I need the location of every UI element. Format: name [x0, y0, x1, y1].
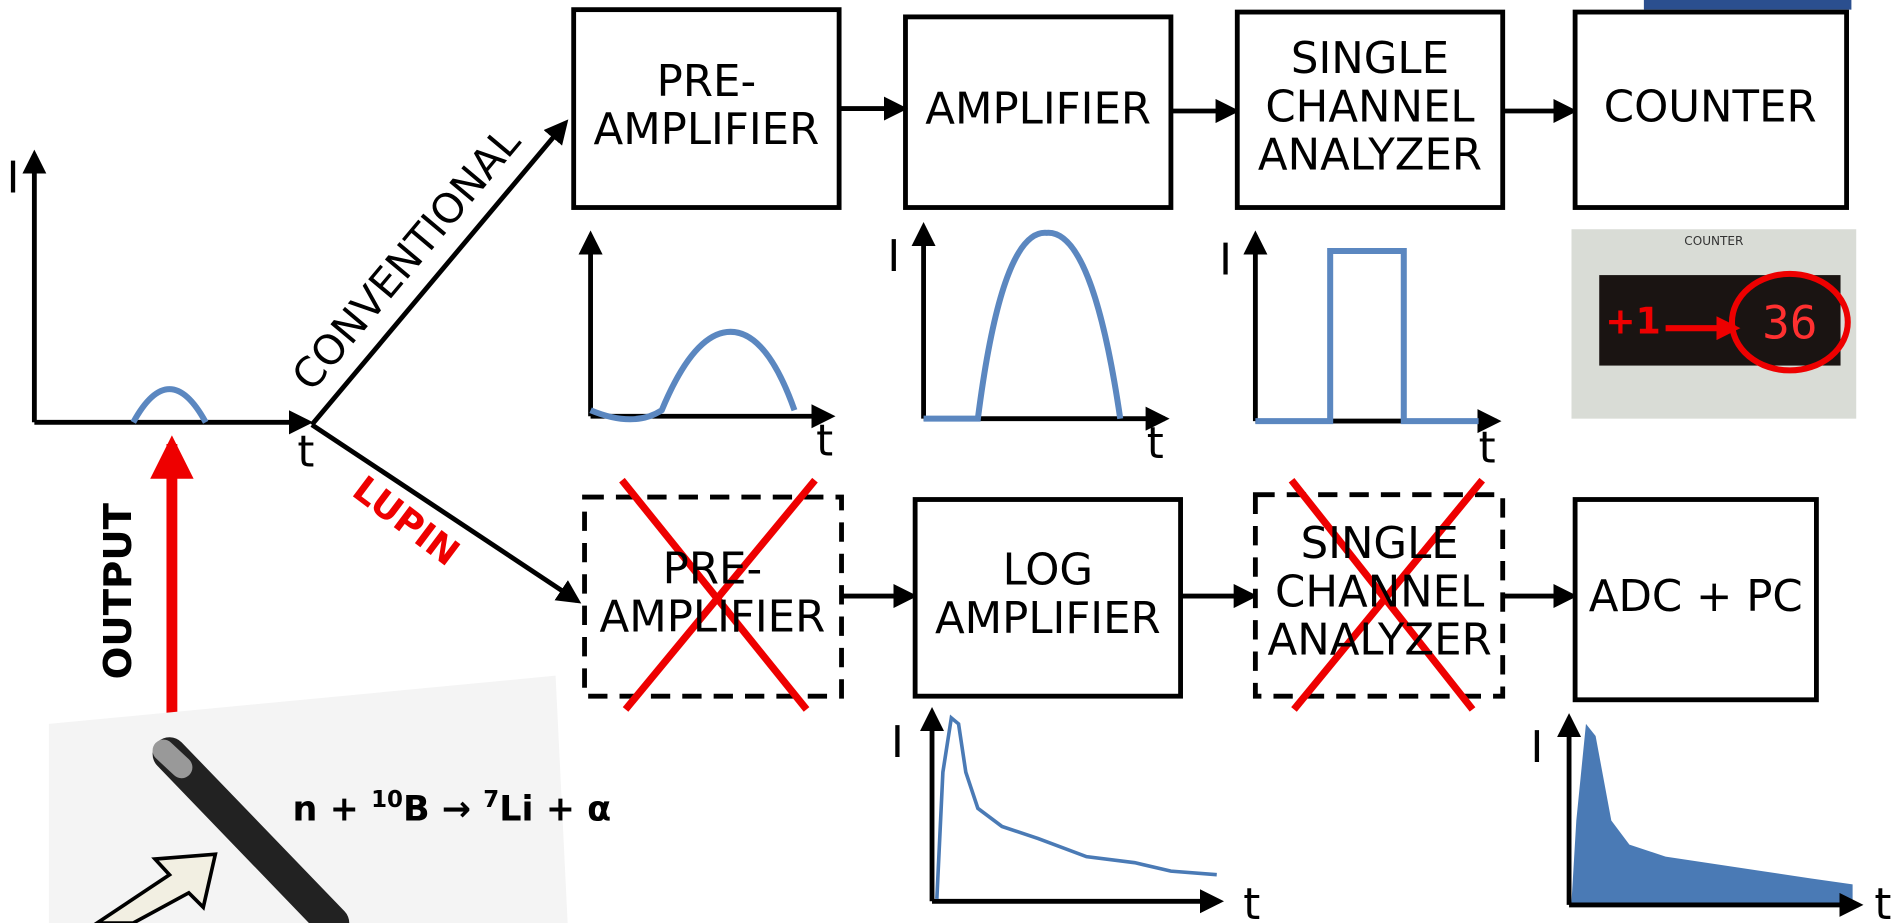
counter-photo — [1571, 229, 1857, 419]
axis-label: t — [816, 417, 833, 467]
block-label: ADC + PC — [1589, 572, 1803, 622]
block-label: PRE- — [657, 57, 756, 107]
adc-plot — [1557, 713, 1864, 917]
detector — [152, 737, 350, 923]
axis-label: I — [7, 153, 20, 203]
axis-label: t — [1243, 880, 1260, 923]
reaction-part: 10 — [371, 787, 403, 813]
reaction-part: n + — [293, 789, 372, 829]
block-label: CHANNEL — [1275, 567, 1484, 617]
counter-increment: +1 — [1605, 299, 1661, 342]
sca-plot — [1243, 230, 1502, 434]
block-label: PRE- — [663, 544, 762, 594]
neutron-arrow — [93, 852, 218, 923]
branch-label: LUPIN — [345, 467, 468, 574]
preamp-plot — [578, 230, 836, 429]
block-label: COUNTER — [1604, 82, 1817, 132]
axis-label: I — [1530, 723, 1543, 773]
output-label: OUTPUT — [96, 502, 141, 679]
axis-label: t — [1874, 880, 1891, 923]
block-label: LOG — [1003, 546, 1093, 596]
axis-label: t — [297, 427, 314, 477]
counter-display: 36 — [1762, 295, 1817, 349]
block-label: ANALYZER — [1268, 616, 1492, 666]
axis-label: I — [887, 232, 900, 282]
log-amp-plot — [919, 707, 1225, 914]
reaction-part: Li + α — [499, 789, 611, 829]
reaction: n + 10B → 7Li + α — [293, 787, 612, 829]
axis-label: I — [1219, 236, 1232, 286]
branch-arrow — [310, 119, 569, 427]
block-label: ANALYZER — [1258, 131, 1482, 181]
logo — [1643, 0, 1852, 10]
block-label: AMPLIFIER — [925, 85, 1151, 135]
block-label: SINGLE — [1291, 34, 1449, 84]
block-label: CHANNEL — [1265, 82, 1474, 132]
cross — [619, 477, 1485, 712]
reaction-part: 7 — [483, 787, 499, 813]
pulse — [130, 386, 209, 424]
detector-tip — [152, 739, 193, 779]
amp-plot — [911, 222, 1170, 431]
block — [1234, 9, 1506, 210]
block-label: SINGLE — [1301, 519, 1459, 569]
block — [1572, 497, 1819, 703]
axis-label: t — [1147, 419, 1164, 469]
branch-label: CONVENTIONAL — [283, 118, 530, 400]
reaction-part: B → — [403, 789, 483, 829]
block — [903, 14, 1174, 210]
axis-label: t — [1479, 424, 1496, 474]
block — [1572, 9, 1849, 210]
block-label: AMPLIFIER — [935, 594, 1161, 644]
block-label: AMPLIFIER — [600, 593, 826, 643]
branch-arrow — [310, 422, 582, 604]
counter-title: COUNTER — [1684, 234, 1744, 248]
axis-label: I — [891, 718, 904, 768]
block-label: AMPLIFIER — [594, 105, 820, 155]
